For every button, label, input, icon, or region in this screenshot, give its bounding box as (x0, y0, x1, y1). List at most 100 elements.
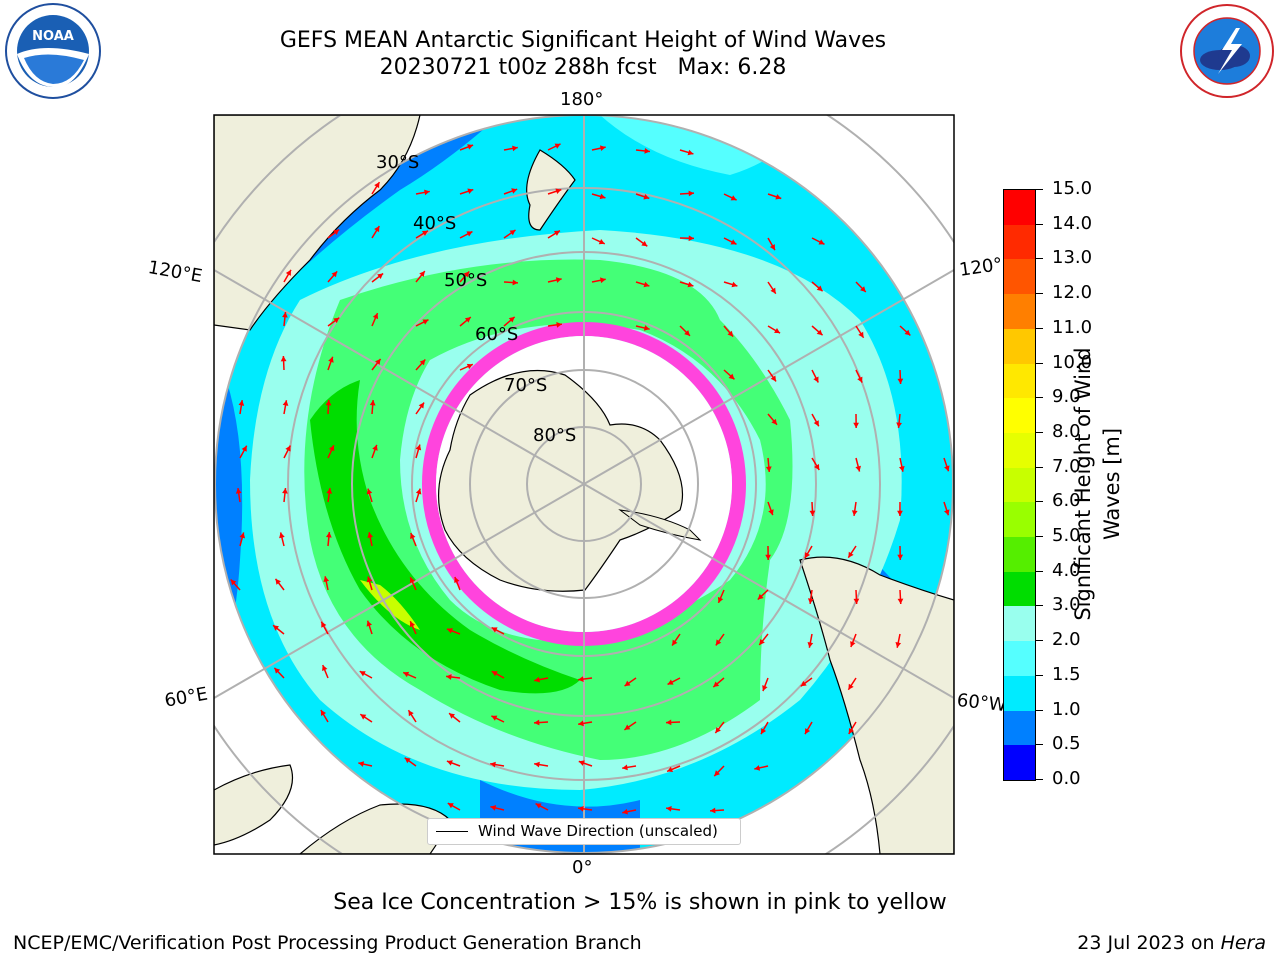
wind-arrow-head (274, 667, 281, 674)
colorbar-segment (1004, 259, 1035, 295)
wind-arrow-head (556, 322, 562, 328)
wind-arrow-head (333, 317, 340, 324)
wind-arrow-head (667, 679, 674, 685)
wind-arrow-head (409, 577, 416, 584)
wind-arrow-head (325, 532, 332, 538)
wind-arrow-head (534, 719, 540, 726)
wind-arrow-head (326, 488, 333, 494)
wind-arrow-head (239, 532, 246, 539)
lat-label-80s: 80°S (533, 425, 577, 446)
map-legend: Wind Wave Direction (unscaled) (427, 818, 741, 845)
wind-arrow-head (275, 578, 281, 585)
wind-arrow-head (771, 418, 777, 425)
lon-label-left-upper: 120°E (146, 257, 204, 288)
wind-arrow-head (512, 145, 518, 152)
wind-arrow-head (643, 325, 650, 331)
wind-arrow-head (809, 510, 816, 516)
wind-arrow-head (463, 271, 470, 278)
wind-arrow-head (282, 488, 288, 494)
colorbar-tick-mark (1036, 501, 1043, 503)
wind-arrow-head (328, 356, 334, 363)
colorbar-tick-label: 11.0 (1052, 316, 1093, 338)
wind-arrow-head (717, 596, 724, 603)
colorbar-tick-mark (1036, 362, 1043, 364)
wind-arrow-head (896, 422, 902, 428)
wind-arrow-head (464, 317, 471, 323)
colorbar-tick-label: 5.0 (1052, 525, 1081, 547)
wind-arrow-head (858, 331, 864, 338)
colorbar-tick-label: 1.0 (1052, 698, 1081, 720)
lon-label-right-lower: 60°W (955, 690, 1008, 717)
lat-label-70s: 70°S (504, 375, 548, 396)
wind-arrow-head (578, 676, 584, 682)
colorbar-tick-mark (1036, 466, 1043, 468)
wind-arrow-head (415, 488, 422, 495)
legend-label: Wind Wave Direction (unscaled) (478, 822, 718, 840)
wind-arrow-head (554, 143, 561, 149)
wind-arrow-head (730, 239, 737, 245)
colorbar-tick-mark (1036, 709, 1043, 711)
wind-arrow-head (447, 803, 454, 809)
colorbar-tick-label: 8.0 (1052, 420, 1081, 442)
wind-arrow-head (446, 760, 453, 766)
wind-arrow-head (508, 316, 515, 323)
wind-arrow-head (944, 509, 950, 516)
colorbar-tick-mark (1036, 779, 1043, 780)
wind-arrow-head (323, 576, 330, 583)
colorbar-tick-label: 10.0 (1052, 351, 1093, 373)
legend-line-swatch (436, 831, 468, 832)
wind-arrow-head (684, 330, 690, 336)
wind-arrow-head (687, 281, 694, 288)
colorbar-tick-mark (1036, 605, 1043, 607)
wind-arrows (230, 143, 950, 815)
wind-arrow-head (280, 356, 287, 362)
colorbar-tick-label: 15.0 (1052, 178, 1093, 199)
wind-arrow-head (375, 358, 381, 365)
wind-arrow-head (466, 363, 473, 370)
wind-arrow-head (467, 188, 474, 194)
wind-arrow-head (715, 727, 721, 734)
footer-right: 23 Jul 2023 on Hera (1077, 932, 1266, 954)
wind-arrow-head (535, 803, 542, 809)
colorbar-label: Significant Height of Wind Waves [m] (1069, 347, 1127, 620)
colorbar-segment (1004, 537, 1035, 573)
wind-arrow-head (374, 226, 380, 233)
wind-arrow-head (848, 727, 854, 734)
wind-arrow-head (466, 231, 473, 237)
wind-arrow-head (404, 757, 411, 764)
colorbar-tick-label: 0.5 (1052, 733, 1081, 755)
antarctica-landmass (438, 369, 684, 592)
wind-arrow-head (728, 373, 735, 380)
wind-arrow-head (446, 628, 453, 634)
wind-arrow-head (358, 761, 365, 767)
footer-left: NCEP/EMC/Verification Post Processing Pr… (13, 932, 642, 954)
wind-arrow-head (643, 194, 650, 200)
wind-arrow-head (644, 148, 650, 154)
colorbar-segment (1004, 710, 1035, 746)
footer-date: 23 Jul 2023 on (1077, 932, 1221, 954)
wind-arrow-head (377, 273, 384, 279)
wind-arrow-head (325, 400, 332, 406)
wind-arrow-head (904, 329, 911, 336)
colorbar-tick-label: 6.0 (1052, 490, 1081, 512)
lat-label-60s: 60°S (475, 324, 519, 345)
wind-arrow-head (769, 244, 775, 251)
wind-arrow-head (762, 685, 768, 692)
colorbar-tick-label: 0.0 (1052, 768, 1081, 789)
wind-arrow-head (374, 182, 380, 189)
wind-arrow-head (422, 319, 429, 325)
colorbar-tick-label: 13.0 (1052, 247, 1093, 269)
colorbar-segment (1004, 224, 1035, 260)
noaa-logo-text: NOAA (32, 29, 74, 44)
wind-arrow-head (804, 728, 811, 735)
colorbar-tick-label: 7.0 (1052, 455, 1081, 477)
footer-host: Hera (1220, 932, 1266, 954)
wind-arrow-head (419, 271, 425, 278)
colorbar-segment (1004, 363, 1035, 399)
wind-arrow-head (511, 188, 518, 194)
wind-arrow-head (807, 642, 814, 648)
wind-arrow-head (855, 465, 861, 472)
colorbar-tick-mark (1036, 189, 1043, 190)
sea-ice-note: Sea Ice Concentration > 15% is shown in … (0, 890, 1280, 915)
wind-arrow-head (713, 681, 720, 688)
